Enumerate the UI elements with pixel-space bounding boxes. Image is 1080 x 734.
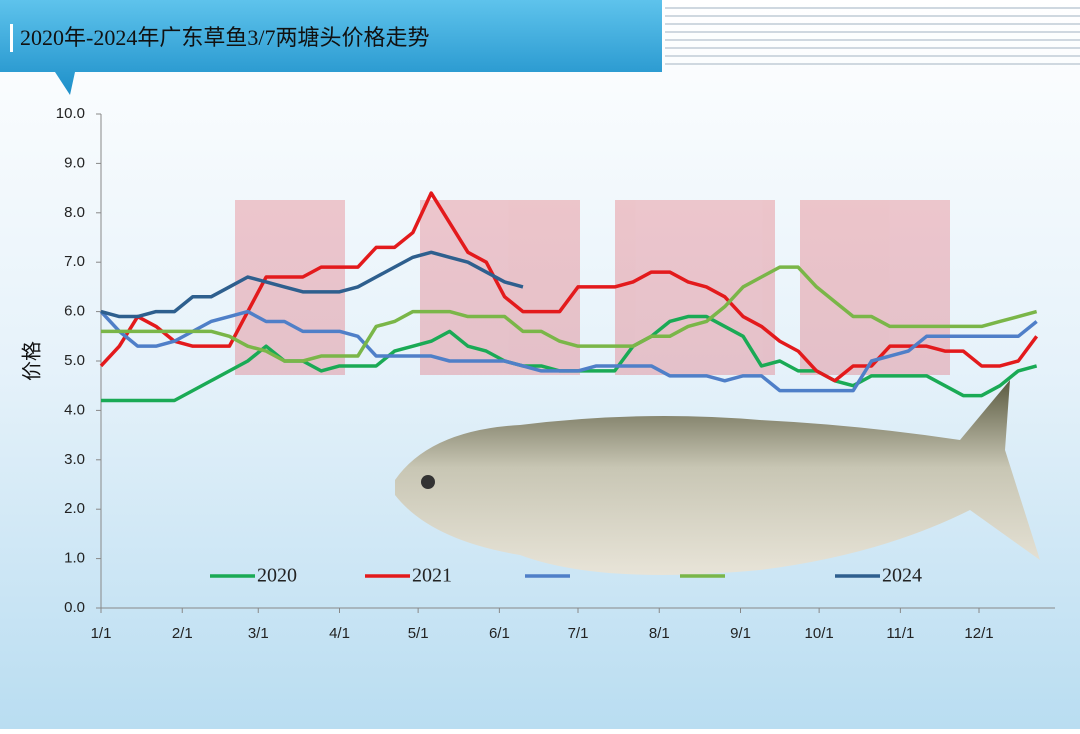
chart-title: 2020年-2024年广东草鱼3/7两塘头价格走势 [20,25,429,50]
title-banner [0,0,662,95]
series-line [99,309,1038,393]
y-tick-label: 9.0 [64,154,85,171]
x-tick-label: 1/1 [91,625,112,642]
y-tick-label: 2.0 [64,500,85,517]
x-tick-label: 8/1 [649,625,670,642]
legend-label: 2024 [882,565,922,587]
legend-label: 2021 [412,565,452,587]
x-tick-label: 12/1 [964,625,993,642]
fish-image [395,380,1040,575]
y-tick-label: 8.0 [64,204,85,221]
x-tick-label: 9/1 [730,625,751,642]
x-tick-label: 4/1 [329,625,350,642]
series-line [101,265,1038,363]
title-marker [10,24,13,52]
y-tick-label: 6.0 [64,303,85,320]
y-tick-label: 4.0 [64,401,85,418]
y-tick-label: 10.0 [56,105,85,122]
y-tick-label: 5.0 [64,352,85,369]
x-tick-label: 11/1 [886,625,914,642]
x-tick-label: 3/1 [248,625,269,642]
series-line [100,250,524,319]
x-tick-label: 10/1 [805,625,834,642]
x-tick-label: 6/1 [489,625,510,642]
y-tick-label: 1.0 [64,550,85,567]
legend-label: 2020 [257,565,297,587]
x-tick-label: 7/1 [568,625,589,642]
x-tick-label: 5/1 [408,625,429,642]
series-line [99,191,1039,383]
y-tick-label: 0.0 [64,599,85,616]
y-tick-label: 7.0 [64,253,85,270]
y-tick-label: 3.0 [64,451,85,468]
y-axis-label: 价格 [21,341,44,381]
stripes [665,7,1080,65]
x-tick-label: 2/1 [172,625,193,642]
